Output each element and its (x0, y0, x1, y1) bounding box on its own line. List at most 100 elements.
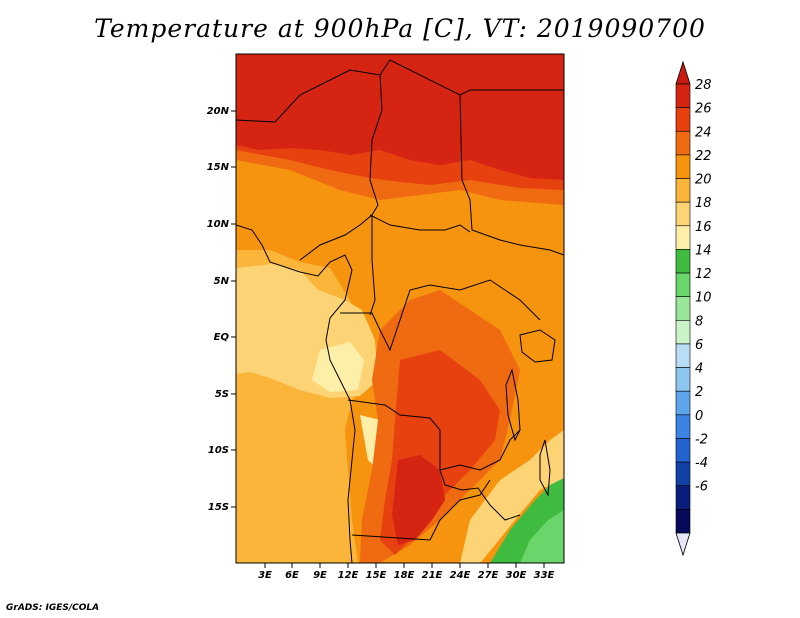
map-title: Temperature at 900hPa [C], VT: 201909070… (94, 14, 706, 43)
colorbar-segment (675, 154, 691, 179)
coastline-west-africa (236, 224, 356, 563)
colorbar-segment (675, 509, 691, 534)
lat-tick: 15N (207, 162, 236, 173)
lat-tick-label: 10N (207, 219, 230, 230)
colorbar-label: 0 (695, 409, 703, 424)
lon-tick-label: 15E (366, 570, 387, 581)
lon-tick: 12E (338, 563, 359, 581)
lon-tick-label: 24E (450, 570, 471, 581)
colorbar-top-arrow (675, 60, 691, 85)
lat-tick: 10N (207, 219, 236, 230)
colorbar-segment (675, 83, 691, 108)
colorbar-label: 10 (695, 291, 712, 306)
field-region-28-south (392, 455, 445, 545)
lat-tick: 10S (208, 445, 236, 456)
lake-tanganyika (505, 368, 521, 442)
colorbar-segment (675, 367, 691, 392)
colorbar-label: 26 (695, 102, 712, 117)
colorbar-segment (675, 320, 691, 345)
colorbar-label: 12 (695, 267, 712, 282)
border-chad-sudan (369, 74, 383, 216)
colorbar-segment (675, 485, 691, 510)
lon-tick-label: 9E (313, 570, 327, 581)
colorbar-label: 6 (695, 338, 703, 353)
footer-credit: GrADS: IGES/COLA (6, 603, 100, 613)
field-region-16-upwelling (312, 342, 364, 392)
lon-tick-label: 33E (534, 570, 555, 581)
field-region-12-southeast (520, 510, 564, 563)
longitude-axis: 3E 6E 9E 12E 15E 18E 21E 24E 27E 30E 33E (258, 563, 555, 581)
colorbar-label: 16 (695, 220, 712, 235)
border-congo-drc (340, 279, 541, 352)
latitude-axis: 20N 15N 10N 5N EQ 5S 10S 15S (207, 106, 236, 513)
lat-tick: 15S (208, 502, 236, 513)
border-zambia-east (439, 469, 521, 521)
colorbar-label: 22 (695, 149, 712, 164)
colorbar-label: 8 (695, 314, 703, 329)
colorbar-segment (675, 107, 691, 132)
lon-tick: 21E (422, 563, 443, 581)
colorbar-segment (675, 414, 691, 439)
lon-tick: 30E (506, 563, 527, 581)
colorbar-segment (675, 249, 691, 274)
lat-tick-label: 5S (215, 389, 229, 400)
colorbar-segment (675, 225, 691, 250)
colorbar-label: 4 (695, 362, 703, 377)
field-region-18-southeast (460, 430, 564, 563)
colorbar-segment (675, 272, 691, 297)
colorbar-label: -2 (695, 432, 708, 447)
map-frame (235, 53, 565, 564)
lon-tick: 15E (366, 563, 387, 581)
colorbar-segment (675, 178, 691, 203)
colorbar-segment (675, 461, 691, 487)
lon-tick-label: 6E (285, 570, 299, 581)
border-sudan-east (459, 94, 564, 256)
lat-tick: 5S (215, 389, 236, 400)
lon-tick: 3E (258, 563, 272, 581)
lon-tick: 27E (478, 563, 499, 581)
border-cameroon (299, 213, 376, 316)
lon-tick: 9E (313, 563, 327, 581)
colorbar-label: -6 (695, 480, 708, 495)
colorbar-label: 28 (695, 78, 712, 93)
lat-tick-label: 5N (214, 276, 230, 287)
colorbar-segment (675, 201, 691, 227)
colorbar-label: 20 (695, 173, 712, 188)
lat-tick-label: 20N (207, 106, 230, 117)
lon-tick-label: 12E (338, 570, 359, 581)
lat-tick: 20N (207, 106, 236, 117)
lon-tick-label: 18E (394, 570, 415, 581)
colorbar-label: 14 (695, 243, 712, 258)
lat-tick-label: 15N (207, 162, 230, 173)
colorbar-label: -4 (695, 456, 708, 471)
lat-tick-label: 15S (208, 502, 229, 513)
lon-tick: 24E (450, 563, 471, 581)
lon-tick-label: 30E (506, 570, 527, 581)
lake-victoria (519, 329, 556, 363)
colorbar-segment (675, 438, 691, 463)
lon-tick-label: 21E (422, 570, 443, 581)
lat-tick: EQ (214, 332, 236, 343)
lon-tick: 18E (394, 563, 415, 581)
colorbar-bottom-arrow (675, 532, 691, 557)
lon-tick-label: 27E (478, 570, 499, 581)
lon-tick: 33E (534, 563, 555, 581)
colorbar-segment (675, 130, 691, 156)
country-borders (236, 59, 564, 563)
lat-tick-label: EQ (214, 332, 230, 343)
lat-tick-label: 10S (208, 445, 229, 456)
lat-tick: 5N (214, 276, 236, 287)
lon-tick-label: 3E (258, 570, 272, 581)
lon-tick: 6E (285, 563, 299, 581)
border-car (369, 214, 471, 233)
lake-malawi (539, 439, 551, 497)
colorbar-label: 18 (695, 196, 712, 211)
colorbar-segment (675, 343, 691, 368)
colorbar-segment (675, 296, 691, 321)
temperature-field (236, 54, 564, 563)
colorbar-label: 2 (695, 385, 703, 400)
colorbar-segment (675, 390, 691, 416)
colorbar-label: 24 (695, 125, 712, 140)
